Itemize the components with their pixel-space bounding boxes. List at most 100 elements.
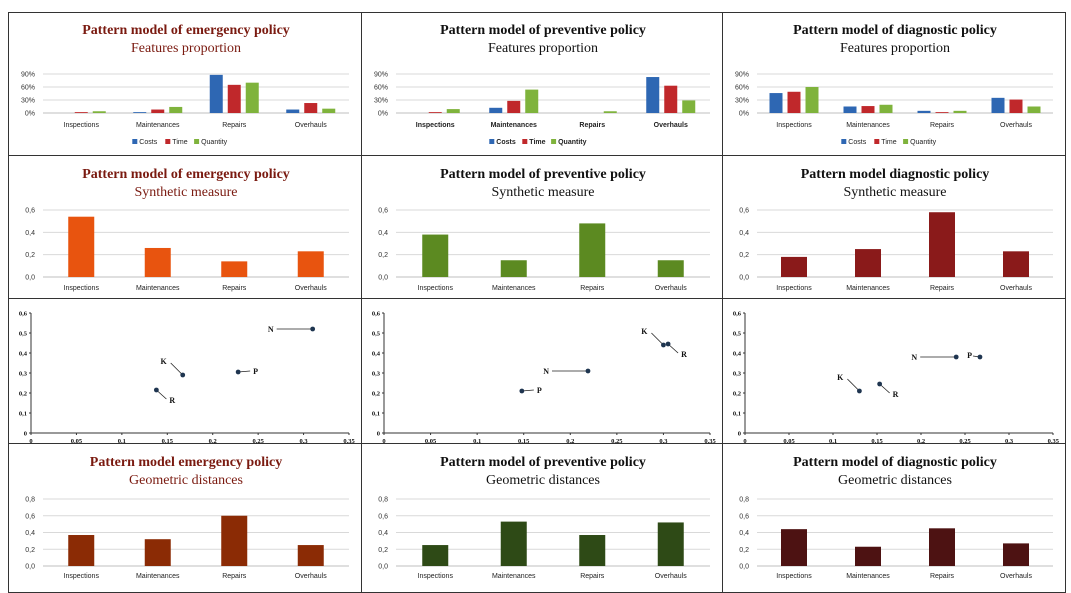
y-tick-label: 90%: [374, 72, 388, 79]
bar-quantity: [525, 89, 539, 113]
y-tick-label: 0,6: [378, 208, 388, 215]
y-tick-label: 0,5: [19, 331, 28, 338]
bar-value: [781, 529, 807, 566]
chart-subtitle: Features proportion: [488, 41, 598, 56]
legend-swatch-quantity: [551, 139, 557, 144]
chart-grid: Pattern model of emergency policy Feature…: [8, 12, 1066, 593]
x-tick-label: Maintenances: [136, 285, 180, 292]
point-n: [953, 354, 959, 360]
bar-quantity: [322, 108, 336, 113]
x-tick-label: Inspections: [776, 122, 812, 129]
y-tick-label: 0%: [378, 111, 388, 118]
y-tick-label: 0%: [25, 111, 35, 118]
bar-costs: [133, 112, 147, 113]
x-tick-label: Repairs: [579, 122, 605, 129]
chart-title: Pattern model of diagnostic policy: [793, 455, 997, 470]
x-tick-label: Inspections: [418, 573, 454, 580]
y-tick-label: 0,6: [378, 513, 388, 520]
chart-geometric-emergency: Pattern model emergency policy Geometric …: [25, 455, 349, 580]
bar-time: [227, 84, 241, 113]
x-tick-label: Repairs: [222, 573, 247, 580]
bar-costs: [917, 110, 931, 113]
point-r: [665, 341, 671, 347]
x-tick-label: 0,15: [871, 438, 883, 444]
bar-value: [221, 261, 248, 277]
point-label-r: R: [893, 390, 899, 399]
point-r: [877, 381, 883, 387]
bar-costs: [489, 107, 503, 113]
bar-value: [657, 522, 684, 566]
x-tick-label: Maintenances: [136, 122, 180, 129]
x-tick-label: Maintenances: [846, 573, 890, 580]
bar-time: [304, 103, 318, 113]
chart-subtitle: Geometric distances: [486, 473, 600, 488]
y-tick-label: 0,6: [25, 208, 35, 215]
y-tick-label: 0,2: [733, 391, 741, 398]
chart-title: Pattern model of emergency policy: [82, 167, 290, 182]
bar-value: [929, 212, 955, 277]
x-tick-label: Inspections: [64, 573, 100, 580]
bar-quantity: [1027, 106, 1041, 113]
y-tick-label: 30%: [374, 98, 388, 105]
point-label-n: N: [911, 353, 917, 362]
chart-subtitle: Features proportion: [131, 41, 241, 56]
panel-features-preventive: Pattern model of preventive policy Featur…: [361, 12, 723, 156]
chart-subtitle: Synthetic measure: [134, 185, 237, 200]
y-tick-label: 60%: [374, 85, 388, 92]
y-tick-label: 0,4: [739, 530, 749, 537]
y-tick-label: 0,4: [733, 351, 742, 358]
x-tick-label: 0,15: [518, 438, 530, 444]
y-tick-label: 0,0: [739, 564, 749, 571]
y-tick-label: 0,4: [378, 230, 388, 237]
x-tick-label: Repairs: [930, 573, 955, 580]
chart-subtitle: Geometric distances: [129, 473, 243, 488]
y-tick-label: 0,4: [19, 351, 28, 358]
x-tick-label: Repairs: [222, 122, 247, 129]
x-tick-label: 0,2: [566, 438, 574, 444]
chart-geometric-preventive: Pattern model of preventive policy Geomet…: [378, 455, 710, 580]
x-tick-label: 0,3: [300, 438, 309, 444]
x-tick-label: Repairs: [930, 122, 955, 129]
y-tick-label: 0,5: [733, 331, 742, 338]
y-tick-label: 0,4: [378, 530, 388, 537]
x-tick-label: Maintenances: [846, 122, 890, 129]
y-tick-label: 0: [738, 431, 741, 438]
bar-value: [781, 256, 807, 277]
x-tick-label: Repairs: [222, 285, 247, 292]
x-tick-label: 0,35: [704, 438, 716, 444]
x-tick-label: 0,3: [659, 438, 668, 444]
x-tick-label: 0,25: [252, 438, 264, 444]
point-k: [857, 388, 862, 394]
bar-value: [422, 234, 449, 277]
chart-synthetic-emergency: Pattern model of emergency policy Synthet…: [25, 167, 349, 292]
point-label-n: N: [543, 367, 549, 376]
bar-time: [1009, 99, 1023, 113]
x-tick-label: Maintenances: [492, 573, 536, 580]
x-tick-label: 0,35: [1048, 438, 1060, 444]
chart-title: Pattern model emergency policy: [90, 455, 282, 470]
bar-time: [664, 85, 678, 113]
chart-title: Pattern model of diagnostic policy: [793, 23, 997, 38]
bar-value: [500, 521, 527, 566]
panel-synthetic-preventive: Pattern model of preventive policy Synthe…: [361, 155, 723, 299]
y-tick-label: 90%: [21, 72, 35, 79]
y-tick-label: 0,2: [378, 547, 388, 554]
point-r: [153, 387, 159, 393]
x-tick-label: Maintenances: [491, 122, 537, 129]
panel-features-diagnostic: Pattern model of diagnostic policy Featur…: [722, 12, 1066, 156]
y-tick-label: 0,1: [19, 411, 27, 418]
y-tick-label: 0,3: [372, 371, 381, 378]
y-tick-label: 0,2: [25, 252, 35, 259]
legend-swatch-costs: [489, 139, 495, 144]
x-tick-label: 0: [382, 438, 385, 444]
y-tick-label: 0: [377, 431, 380, 438]
y-tick-label: 0,2: [25, 547, 35, 554]
x-tick-label: Overhauls: [295, 285, 327, 292]
legend-label-quantity: Quantity: [201, 139, 228, 146]
legend-label-time: Time: [881, 139, 896, 146]
x-tick-label: Inspections: [416, 122, 455, 129]
legend-label-time: Time: [529, 139, 545, 146]
panel-features-emergency: Pattern model of emergency policy Feature…: [8, 12, 362, 156]
bar-costs: [769, 93, 783, 113]
bar-value: [68, 216, 95, 277]
